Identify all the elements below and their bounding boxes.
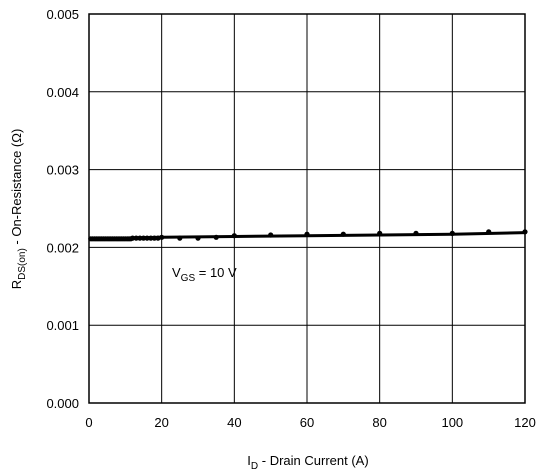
data-point (449, 230, 455, 236)
y-tick-label: 0.003 (46, 163, 79, 178)
x-tick-label: 60 (300, 415, 314, 430)
data-point (159, 234, 165, 240)
data-point (130, 235, 136, 241)
data-point (137, 235, 143, 241)
data-point (177, 235, 183, 241)
data-point (151, 235, 157, 241)
x-tick-label: 100 (441, 415, 463, 430)
data-point (377, 230, 383, 236)
data-point (340, 231, 346, 237)
x-tick-label: 0 (85, 415, 92, 430)
y-axis-label: RDS(on) - On-Resistance (Ω) (9, 129, 28, 290)
grid (89, 14, 525, 403)
y-tick-label: 0.002 (46, 240, 79, 255)
data-point (268, 232, 274, 238)
x-tick-label: 40 (227, 415, 241, 430)
data-point (231, 233, 237, 239)
y-label-sub: DS(on) (17, 248, 28, 280)
annotation-rest: = 10 V (195, 265, 237, 280)
series-group (88, 229, 528, 242)
x-tick-label: 80 (372, 415, 386, 430)
x-label-sub: D (251, 461, 258, 472)
data-point (140, 235, 147, 241)
data-point (148, 235, 154, 241)
x-tick-label: 20 (154, 415, 168, 430)
vgs-annotation: VGS = 10 V (172, 265, 237, 284)
y-tick-labels: 0.000 0.001 0.002 0.003 0.004 0.005 (46, 7, 79, 411)
data-point (144, 235, 150, 241)
data-point (133, 235, 139, 241)
data-point (304, 231, 310, 237)
plot-frame (88, 13, 526, 404)
data-point (486, 229, 492, 235)
annotation-main: V (172, 265, 181, 280)
y-tick-label: 0.004 (46, 85, 79, 100)
x-tick-labels: 0 20 40 60 80 100 120 (85, 415, 535, 430)
y-tick-label: 0.001 (46, 318, 79, 333)
x-tick-label: 120 (514, 415, 536, 430)
x-label-rest: - Drain Current (A) (258, 453, 369, 468)
annotation-sub: GS (181, 273, 196, 284)
x-axis-label: ID - Drain Current (A) (247, 453, 368, 472)
y-tick-label: 0.005 (46, 7, 79, 22)
data-point (213, 234, 219, 240)
y-tick-label: 0.000 (46, 396, 79, 411)
x-label-main: I (247, 453, 251, 468)
data-point (195, 235, 201, 241)
y-label-main: R (9, 280, 24, 289)
data-point (522, 229, 528, 235)
y-label-rest: - On-Resistance (Ω) (9, 129, 24, 249)
data-point (413, 230, 419, 236)
